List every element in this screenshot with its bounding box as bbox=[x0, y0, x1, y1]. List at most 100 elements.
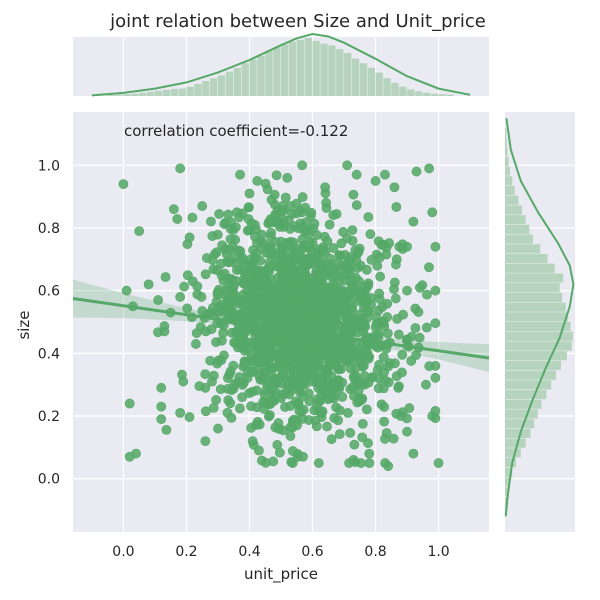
scatter-point bbox=[231, 265, 242, 275]
scatter-point bbox=[160, 272, 171, 282]
scatter-point bbox=[231, 207, 242, 218]
scatter-point bbox=[394, 381, 404, 392]
top-histogram-bar bbox=[217, 75, 226, 96]
top-histogram-bar bbox=[154, 90, 163, 96]
scatter-point bbox=[274, 354, 285, 365]
top-histogram-bar bbox=[288, 41, 297, 96]
scatter-point bbox=[285, 422, 296, 433]
scatter-point bbox=[402, 285, 412, 296]
scatter-point bbox=[255, 374, 266, 385]
scatter-point bbox=[389, 284, 399, 295]
scatter-point bbox=[300, 361, 311, 371]
right-histogram-bar bbox=[505, 419, 535, 429]
scatter-point bbox=[414, 332, 425, 343]
scatter-point bbox=[182, 303, 193, 314]
scatter-point bbox=[389, 182, 400, 193]
top-histogram-bar bbox=[225, 71, 234, 96]
scatter-point bbox=[200, 369, 211, 380]
scatter-point bbox=[211, 337, 221, 348]
scatter-point bbox=[313, 458, 324, 468]
scatter-point bbox=[266, 194, 277, 205]
scatter-point bbox=[350, 321, 361, 332]
scatter-point bbox=[228, 283, 238, 294]
scatter-point bbox=[421, 379, 431, 390]
scatter-point bbox=[207, 231, 218, 241]
top-histogram-bar bbox=[249, 59, 257, 96]
scatter-point bbox=[373, 305, 384, 316]
scatter-point bbox=[131, 448, 141, 459]
top-histogram-bar bbox=[257, 55, 265, 96]
scatter-point bbox=[266, 352, 277, 363]
scatter-point bbox=[217, 240, 228, 251]
scatter-point bbox=[264, 265, 275, 276]
scatter-point bbox=[280, 192, 291, 203]
scatter-point bbox=[361, 293, 371, 304]
x-tick-label: 0.2 bbox=[175, 544, 197, 560]
scatter-point bbox=[350, 363, 361, 374]
scatter-point bbox=[427, 411, 438, 421]
scatter-point bbox=[406, 356, 417, 366]
regression-line bbox=[72, 297, 490, 360]
right-histogram-bar bbox=[505, 448, 521, 458]
right-histogram-bar bbox=[505, 302, 566, 312]
right-histogram-bar bbox=[505, 166, 510, 176]
right-histogram-bar bbox=[505, 176, 513, 186]
scatter-point bbox=[254, 419, 265, 430]
right-histogram-bar bbox=[505, 224, 530, 234]
scatter-point bbox=[334, 429, 345, 440]
scatter-point bbox=[414, 282, 425, 293]
scatter-point bbox=[214, 209, 225, 219]
scatter-point bbox=[289, 221, 300, 231]
scatter-point bbox=[187, 276, 198, 287]
scatter-point bbox=[322, 421, 332, 432]
scatter-point bbox=[216, 270, 227, 281]
scatter-point bbox=[227, 241, 238, 252]
scatter-point bbox=[285, 201, 296, 211]
scatter-point bbox=[427, 207, 438, 218]
scatter-point bbox=[372, 260, 383, 271]
scatter-point bbox=[370, 176, 381, 186]
scatter-point bbox=[397, 349, 408, 360]
y-tick-label: 0.8 bbox=[38, 221, 60, 237]
top-histogram-bar bbox=[320, 43, 328, 96]
scatter-point bbox=[365, 229, 376, 240]
scatter-point bbox=[197, 201, 208, 211]
scatter-point bbox=[298, 451, 308, 462]
scatter-point bbox=[338, 227, 349, 237]
scatter-point bbox=[312, 400, 323, 411]
right-histogram-bar bbox=[505, 185, 515, 196]
scatter-point bbox=[200, 382, 211, 393]
top-histogram-bar bbox=[359, 63, 368, 96]
scatter-point bbox=[324, 393, 335, 404]
scatter-point bbox=[278, 298, 289, 309]
scatter-point bbox=[382, 312, 393, 322]
scatter-point bbox=[285, 239, 296, 250]
scatter-point bbox=[326, 434, 337, 445]
scatter-point bbox=[266, 243, 276, 254]
right-histogram-bar bbox=[505, 147, 508, 157]
scatter-point bbox=[208, 264, 219, 275]
scatter-point bbox=[337, 391, 348, 402]
right-histogram-bar bbox=[505, 380, 552, 390]
top-histogram-bar bbox=[367, 67, 375, 96]
top-histogram-bar bbox=[265, 51, 273, 96]
right-histogram-bar bbox=[505, 458, 516, 468]
correlation-annotation: correlation coefficient=-0.122 bbox=[124, 122, 348, 140]
scatter-point bbox=[252, 175, 263, 186]
right-histogram-bar bbox=[505, 205, 522, 215]
scatter-point bbox=[287, 345, 298, 356]
scatter-point bbox=[265, 290, 276, 301]
scatter-point bbox=[374, 359, 385, 370]
scatter-point bbox=[337, 260, 348, 271]
right-histogram-bar bbox=[505, 137, 507, 147]
right-histogram-bar bbox=[505, 409, 538, 419]
right-histogram-bar bbox=[505, 360, 561, 370]
scatter-point bbox=[191, 339, 201, 349]
scatter-point bbox=[318, 302, 329, 313]
scatter-point bbox=[380, 434, 390, 444]
scatter-point bbox=[222, 373, 233, 383]
scatter-point bbox=[184, 412, 195, 422]
top-histogram-bar bbox=[383, 78, 391, 96]
top-histogram-bar bbox=[178, 88, 186, 96]
